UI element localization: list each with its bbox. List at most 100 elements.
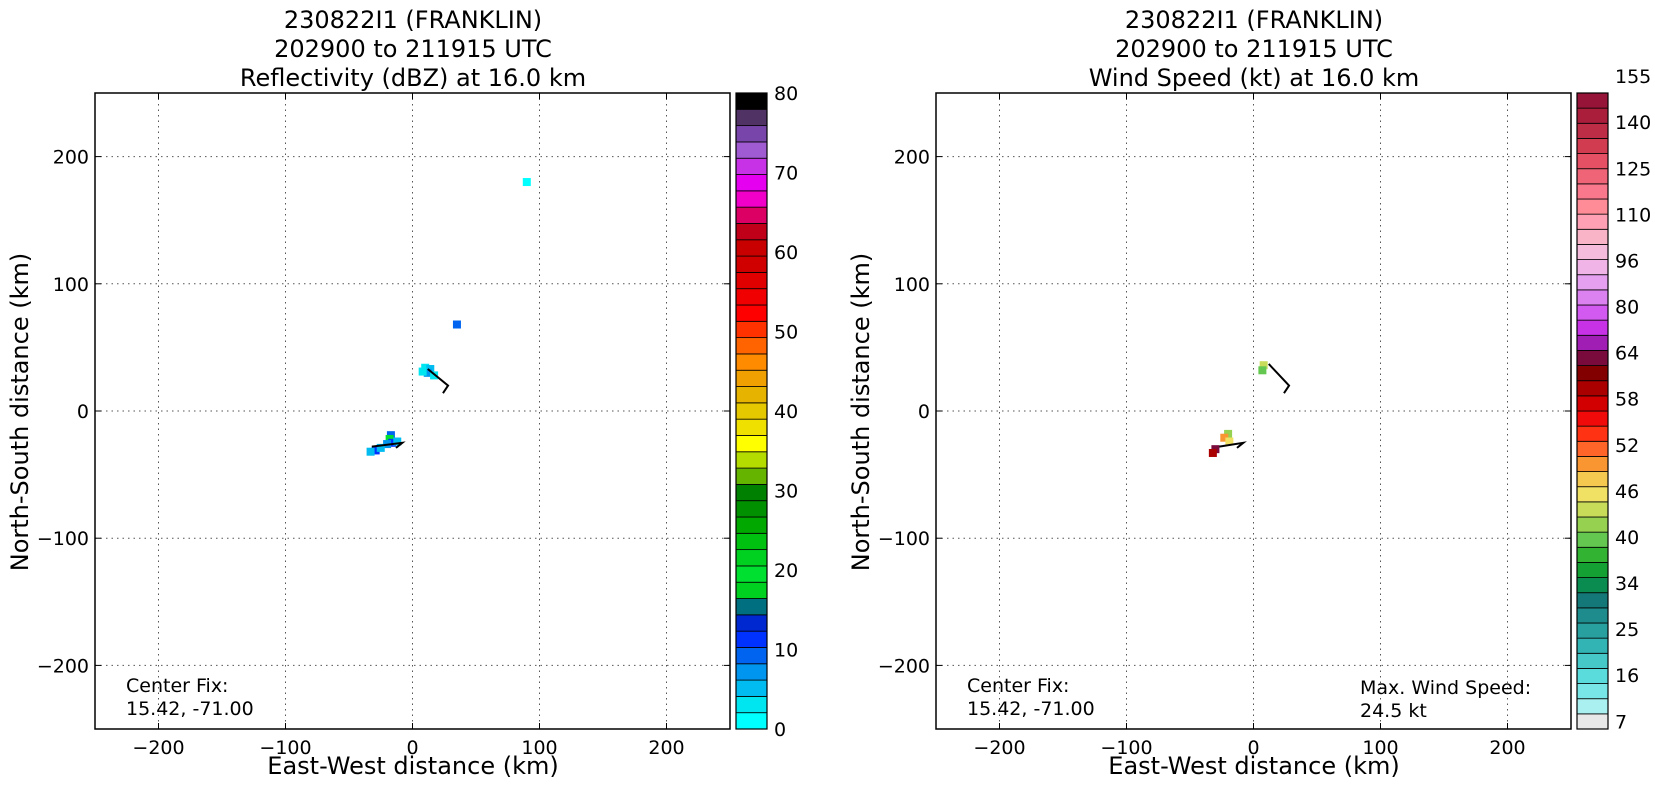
center-fix-value: 15.42, -71.00 <box>967 698 1095 720</box>
colorbar-swatch <box>1576 683 1609 700</box>
x-tick-label: −100 <box>1100 737 1152 759</box>
colorbar-tick-label: 96 <box>1615 250 1639 272</box>
colorbar-tick-label: 34 <box>1615 573 1639 595</box>
colorbar-swatch <box>1576 713 1609 730</box>
colorbar-tick-label: 50 <box>774 322 798 344</box>
colorbar-swatch <box>1576 668 1609 684</box>
max-wind-value: 24.5 kt <box>1360 700 1427 722</box>
colorbar-swatch <box>735 467 768 485</box>
y-tick-label: 0 <box>918 401 930 423</box>
colorbar-swatch <box>735 451 768 469</box>
colorbar-swatch <box>1576 138 1609 154</box>
colorbar-swatch <box>735 141 768 159</box>
data-cell <box>366 447 375 456</box>
y-tick-label: 0 <box>77 401 89 423</box>
data-cell <box>371 446 380 455</box>
colorbar: 0 10 20 30 40 50 60 70 80 <box>735 83 798 741</box>
colorbar-swatch <box>1576 289 1609 306</box>
colorbar-tick-label: 60 <box>774 242 798 264</box>
x-tick-label: 100 <box>1362 737 1398 759</box>
colorbar-tick-label: 52 <box>1615 435 1639 457</box>
colorbar-tick-label: 40 <box>774 401 798 423</box>
colorbar-swatch <box>735 630 768 648</box>
x-axis-label: East-West distance (km) <box>1108 752 1399 780</box>
colorbar-tick-label: 7 <box>1615 711 1627 733</box>
colorbar-swatch <box>735 565 768 583</box>
colorbar-tick-label: 64 <box>1615 343 1639 365</box>
colorbar-swatch <box>735 174 768 192</box>
colorbar-swatch <box>1576 562 1609 578</box>
data-cell <box>388 438 397 447</box>
y-tick-label: 200 <box>53 147 89 169</box>
colorbar-swatch <box>735 304 768 322</box>
data-cell <box>1208 448 1217 457</box>
colorbar-swatch <box>1576 531 1609 548</box>
max-wind-label: Max. Wind Speed: <box>1360 677 1531 699</box>
colorbar-swatch <box>1576 122 1609 139</box>
data-cell <box>376 443 385 452</box>
colorbar-swatch <box>735 255 768 273</box>
colorbar-swatch <box>735 712 768 730</box>
shear-vector <box>427 368 450 394</box>
data-cell <box>418 367 427 376</box>
plot-area: −200 −100 0 100 200 −200 −100 0 100 200 <box>878 92 1572 759</box>
colorbar-swatch <box>735 500 768 518</box>
colorbar-swatch <box>735 369 768 387</box>
chart-title-line-1: 230822I1 (FRANKLIN) <box>284 6 542 34</box>
colorbar-swatch <box>1576 486 1609 503</box>
colorbar-swatch <box>1576 107 1609 124</box>
colorbar-tick-label: 20 <box>774 560 798 582</box>
colorbar-tick-label: 125 <box>1615 158 1651 180</box>
colorbar-swatch <box>735 337 768 355</box>
y-tick-label: 100 <box>894 274 930 296</box>
colorbar-swatch <box>1576 334 1609 351</box>
colorbar-swatch <box>735 190 768 208</box>
colorbar-swatch <box>735 549 768 567</box>
shear-vector <box>1268 363 1291 394</box>
colorbar-tick-label: 70 <box>774 163 798 185</box>
wind-speed-panel: 230822I1 (FRANKLIN) 202900 to 211915 UTC… <box>847 6 1651 780</box>
colorbar-swatch <box>735 402 768 420</box>
colorbar-swatch <box>1576 698 1609 715</box>
chart-title-line-3: Wind Speed (kt) at 16.0 km <box>1089 64 1420 92</box>
colorbar-swatch <box>1576 607 1609 624</box>
colorbar-swatch <box>735 288 768 306</box>
colorbar-swatch <box>735 223 768 241</box>
data-cell <box>1220 433 1229 442</box>
colorbar-swatch <box>735 614 768 632</box>
colorbar-swatch <box>1576 274 1609 291</box>
colorbar-swatch <box>1576 637 1609 654</box>
y-tick-label: −100 <box>37 528 89 550</box>
colorbar-swatch <box>735 418 768 436</box>
data-cell <box>1225 437 1234 446</box>
data-cell <box>1259 361 1268 370</box>
colorbar-swatch <box>1576 228 1609 245</box>
x-tick-label: 100 <box>521 737 557 759</box>
colorbar-swatch <box>735 663 768 681</box>
colorbar-swatch <box>1576 622 1609 639</box>
x-tick-label: −200 <box>973 737 1025 759</box>
colorbar-tick-label: 80 <box>774 83 798 105</box>
x-tick-label: 0 <box>1247 737 1259 759</box>
colorbar-swatch <box>735 647 768 665</box>
colorbar-tick-label: 80 <box>1615 297 1639 319</box>
x-tick-label: 200 <box>1489 737 1525 759</box>
colorbar-swatch <box>1576 577 1609 594</box>
colorbar-swatch <box>735 271 768 290</box>
colorbar-swatch <box>735 353 768 371</box>
colorbar-tick-label: 10 <box>774 640 798 662</box>
colorbar: 7 16 25 34 40 46 52 58 64 80 96 110 125 140 155 <box>1576 66 1651 733</box>
x-tick-label: −100 <box>259 737 311 759</box>
colorbar-tick-label: 140 <box>1615 112 1651 134</box>
colorbar-frame <box>735 92 768 730</box>
reflectivity-panel: 230822I1 (FRANKLIN) 202900 to 211915 UTC… <box>6 6 798 780</box>
colorbar-swatch <box>735 239 768 257</box>
chart-title-line-3: Reflectivity (dBZ) at 16.0 km <box>240 64 586 92</box>
colorbar-swatch <box>1576 501 1609 518</box>
colorbar-swatch <box>1576 440 1609 457</box>
colorbar-swatch <box>1576 546 1609 563</box>
colorbar-swatch <box>1576 259 1609 276</box>
colorbar-swatch <box>735 157 768 175</box>
data-cell <box>393 437 402 446</box>
colorbar-tick-label: 155 <box>1615 66 1651 88</box>
